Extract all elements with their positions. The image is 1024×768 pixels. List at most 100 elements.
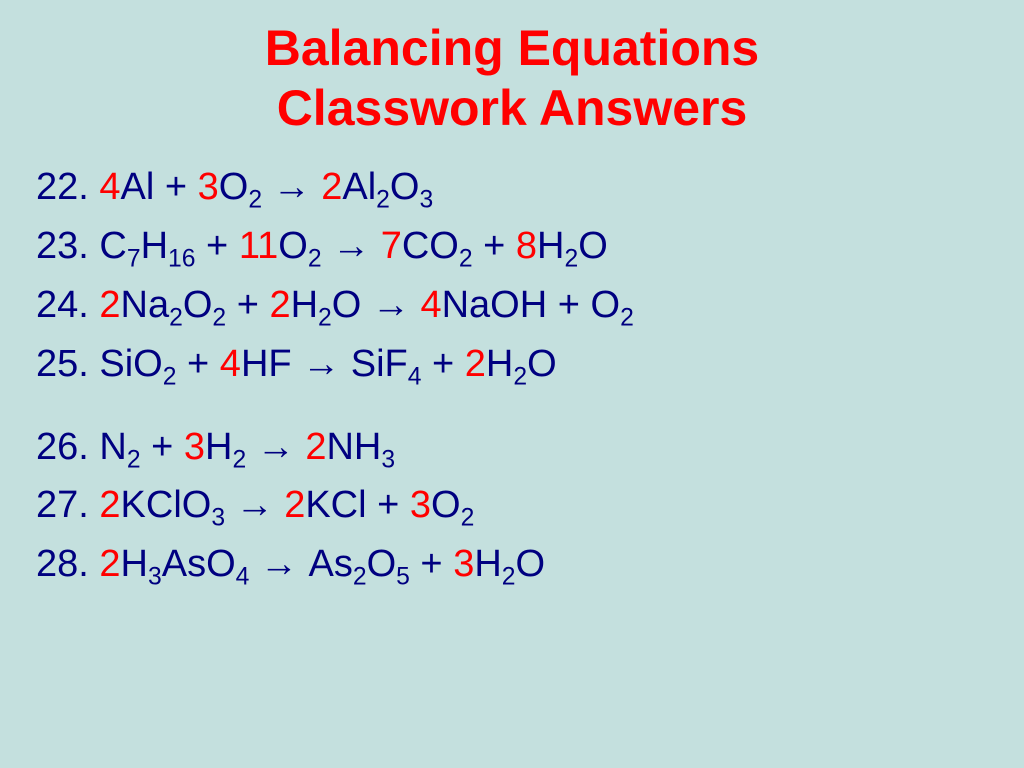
element: O [219,166,249,208]
subscript: 3 [381,446,395,473]
coefficient: 3 [184,426,205,468]
subscript: 2 [620,304,634,331]
element: Al [342,166,376,208]
element: N [99,426,126,468]
operator: + [421,343,464,385]
equation-number: 25. [36,343,99,385]
element: O [431,484,461,526]
equation-number: 28. [36,543,99,585]
subscript: 3 [419,187,433,214]
element: O [390,166,420,208]
equation-number: 24. [36,284,99,326]
operator: + [141,426,184,468]
subscript: 2 [163,363,177,390]
equation-number: 26. [36,426,99,468]
operator: + [547,284,590,326]
element: SiF [351,343,408,385]
element: H [205,426,232,468]
operator: + [367,484,410,526]
operator: + [176,343,219,385]
subscript: 2 [318,304,332,331]
coefficient: 2 [269,284,290,326]
subscript: 2 [212,304,226,331]
element: O [278,225,308,267]
subscript: 3 [148,564,162,591]
element: Na [121,284,170,326]
element: AsO [162,543,236,585]
equation-22: 22. 4Al + 3O2 → 2Al2O3 [36,158,1004,217]
coefficient: 3 [410,484,431,526]
equation-24: 24. 2Na2O2 + 2H2O → 4NaOH + O2 [36,276,1004,335]
reaction-arrow-icon: → [225,484,284,526]
element: As [308,543,352,585]
operator: + [473,225,516,267]
subscript: 7 [127,245,141,272]
element: O [516,543,546,585]
subscript: 16 [168,245,195,272]
element: O [367,543,397,585]
equation-number: 22. [36,166,99,208]
subscript: 2 [513,363,527,390]
coefficient: 4 [420,284,441,326]
reaction-arrow-icon: → [292,343,351,385]
subscript: 2 [248,187,262,214]
reaction-arrow-icon: → [246,426,305,468]
coefficient: 2 [465,343,486,385]
equations-list: 22. 4Al + 3O2 → 2Al2O323. C7H16 + 11O2 →… [0,158,1024,594]
equation-23: 23. C7H16 + 11O2 → 7CO2 + 8H2O [36,217,1004,276]
subscript: 2 [169,304,183,331]
equation-number: 27. [36,484,99,526]
element: O [578,225,608,267]
coefficient: 4 [99,166,120,208]
subscript: 2 [376,187,390,214]
operator: + [226,284,269,326]
reaction-arrow-icon: → [262,166,321,208]
element: NaOH [442,284,548,326]
element: CO [402,225,459,267]
coefficient: 2 [99,284,120,326]
coefficient: 2 [284,484,305,526]
equation-25: 25. SiO2 + 4HF → SiF4 + 2H2O [36,335,1004,394]
subscript: 5 [396,564,410,591]
coefficient: 2 [99,484,120,526]
subscript: 2 [502,564,516,591]
equation-number: 23. [36,225,99,267]
element: O [591,284,621,326]
element: Al [121,166,155,208]
subscript: 2 [459,245,473,272]
element: KClO [121,484,212,526]
operator: + [410,543,453,585]
operator: + [154,166,197,208]
element: H [121,543,148,585]
subscript: 2 [127,446,141,473]
slide-title: Balancing Equations Classwork Answers [0,0,1024,158]
subscript: 3 [211,505,225,532]
coefficient: 4 [220,343,241,385]
coefficient: 2 [99,543,120,585]
coefficient: 7 [381,225,402,267]
element: O [183,284,213,326]
operator: + [196,225,239,267]
element: H [474,543,501,585]
subscript: 2 [308,245,322,272]
element: C [99,225,126,267]
element: H [537,225,564,267]
equation-28: 28. 2H3AsO4 → As2O5 + 3H2O [36,535,1004,594]
element: H [291,284,318,326]
element: H [486,343,513,385]
reaction-arrow-icon: → [249,543,308,585]
subscript: 4 [236,564,250,591]
subscript: 2 [353,564,367,591]
subscript: 2 [564,245,578,272]
coefficient: 2 [305,426,326,468]
reaction-arrow-icon: → [361,284,420,326]
coefficient: 3 [198,166,219,208]
equation-26: 26. N2 + 3H2 → 2NH3 [36,418,1004,477]
element: HF [241,343,292,385]
subscript: 4 [408,363,422,390]
element: SiO [99,343,162,385]
coefficient: 8 [516,225,537,267]
reaction-arrow-icon: → [322,225,381,267]
element: H [141,225,168,267]
title-line-2: Classwork Answers [0,78,1024,138]
